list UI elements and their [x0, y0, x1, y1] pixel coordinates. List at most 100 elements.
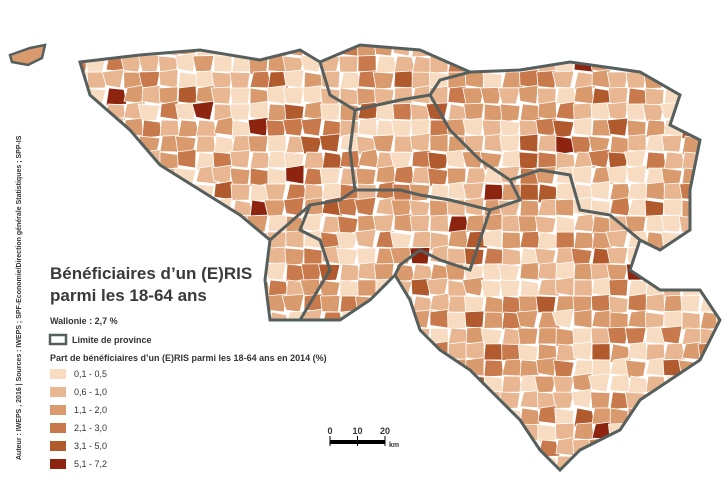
- municipality: [497, 87, 521, 105]
- municipality: [717, 453, 720, 470]
- municipality: [102, 167, 125, 185]
- municipality: [609, 439, 629, 457]
- municipality: [229, 71, 251, 90]
- legend-label: 2,1 - 3,0: [74, 423, 107, 433]
- municipality: [411, 468, 432, 470]
- municipality: [644, 87, 665, 107]
- municipality: [627, 407, 647, 427]
- municipality: [375, 359, 396, 378]
- municipality: [537, 45, 558, 57]
- municipality: [517, 215, 539, 233]
- municipality: [375, 278, 395, 297]
- municipality: [339, 359, 359, 378]
- municipality: [681, 374, 702, 393]
- municipality: [465, 438, 486, 457]
- municipality: [462, 421, 485, 441]
- scale-bar: 0 10 20 km: [327, 426, 399, 449]
- municipality: [696, 54, 719, 73]
- municipality: [103, 439, 125, 457]
- municipality: [85, 133, 107, 153]
- municipality: [213, 373, 233, 393]
- municipality: [499, 134, 521, 153]
- municipality: [411, 391, 432, 410]
- municipality: [231, 423, 251, 441]
- municipality: [411, 423, 432, 442]
- municipality: [263, 455, 287, 470]
- municipality: [552, 359, 575, 379]
- municipality: [447, 229, 470, 249]
- municipality: [699, 469, 720, 470]
- municipality: [663, 405, 685, 425]
- municipality: [354, 390, 377, 409]
- municipality: [699, 183, 720, 201]
- municipality: [230, 45, 251, 57]
- municipality: [591, 407, 613, 425]
- municipality: [356, 455, 377, 470]
- municipality: [211, 407, 233, 426]
- municipality: [391, 472, 412, 490]
- municipality: [159, 423, 180, 442]
- municipality: [661, 134, 683, 153]
- municipality: [322, 472, 341, 489]
- municipality: [356, 472, 376, 490]
- summary: Wallonie : 2,7 %: [50, 316, 118, 326]
- municipality: [86, 197, 107, 217]
- municipality: [465, 167, 488, 185]
- municipality: [123, 84, 146, 105]
- municipality: [177, 469, 199, 470]
- municipality: [247, 45, 269, 57]
- municipality: [155, 199, 179, 219]
- municipality: [501, 455, 523, 470]
- municipality: [717, 103, 720, 121]
- municipality: [249, 311, 272, 329]
- municipality: [300, 327, 323, 345]
- municipality: [591, 119, 612, 137]
- municipality: [717, 198, 720, 217]
- municipality: [681, 102, 702, 121]
- credit: Auteur : IWEPS , 2016 | Sources : IWEPS …: [16, 135, 23, 460]
- municipality: [713, 263, 720, 281]
- municipality: [231, 407, 252, 427]
- municipality: [337, 455, 359, 470]
- municipality: [591, 309, 614, 329]
- municipality: [555, 276, 575, 297]
- municipality: [463, 102, 485, 121]
- municipality: [407, 359, 431, 377]
- municipality: [105, 375, 125, 395]
- municipality: [699, 404, 720, 425]
- municipality: [697, 262, 719, 281]
- municipality: [645, 293, 666, 313]
- municipality: [193, 472, 214, 489]
- municipality: [480, 279, 503, 298]
- municipality: [518, 151, 539, 170]
- municipality: [159, 390, 180, 409]
- municipality: [176, 327, 197, 347]
- municipality: [573, 231, 595, 250]
- municipality: [681, 438, 705, 457]
- municipality: [571, 341, 593, 361]
- municipality: [356, 373, 377, 393]
- municipality: [319, 295, 341, 313]
- municipality: [534, 375, 557, 393]
- municipality: [319, 167, 341, 185]
- municipality: [591, 343, 611, 361]
- municipality: [393, 55, 416, 74]
- municipality: [573, 422, 595, 441]
- municipality: [195, 246, 216, 265]
- municipality: [447, 439, 468, 457]
- municipality: [681, 407, 704, 425]
- municipality: [121, 308, 143, 329]
- municipality: [195, 135, 217, 153]
- municipality: [371, 375, 395, 393]
- municipality: [680, 472, 700, 489]
- legend: 0,1 - 0,5 0,6 - 1,0 1,1 - 2,0 2,1 - 3,0 3,1 …: [50, 369, 107, 469]
- municipality: [499, 279, 521, 298]
- municipality: [663, 151, 686, 170]
- municipality: [713, 118, 720, 137]
- municipality: [608, 295, 629, 316]
- municipality: [591, 359, 612, 377]
- municipality: [80, 117, 90, 137]
- municipality: [465, 454, 486, 470]
- municipality: [483, 45, 505, 57]
- municipality: [393, 213, 414, 233]
